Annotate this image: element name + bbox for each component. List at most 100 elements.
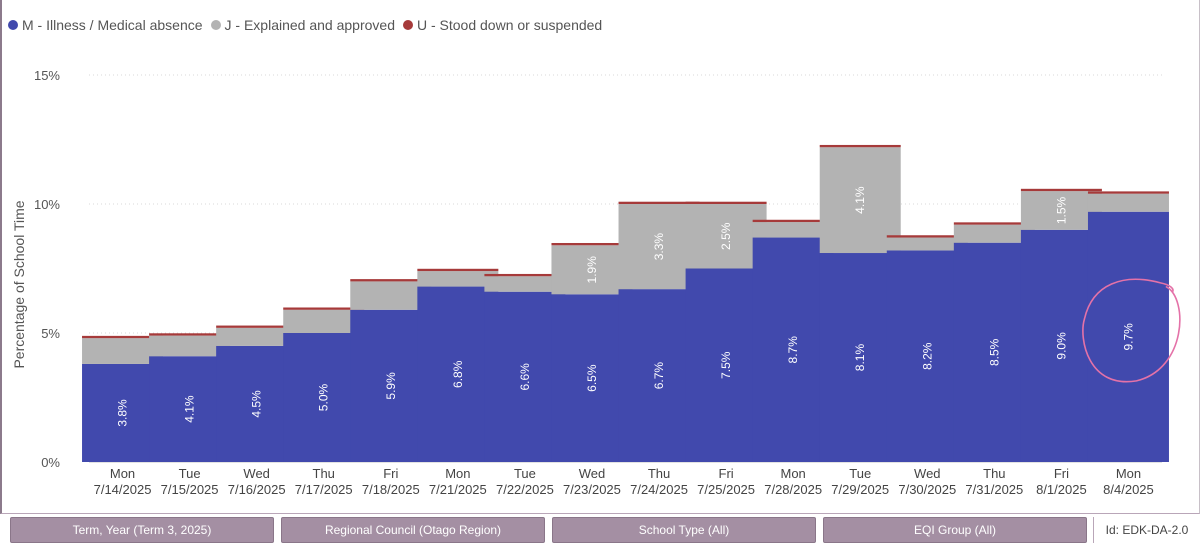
bar-j-10 [752,222,834,238]
x-tick-date-14: 8/1/2025 [1036,482,1087,497]
legend-item-u[interactable]: U - Stood down or suspended [402,17,603,33]
bar-j-6 [484,276,566,292]
data-label-m-12: 8.2% [920,342,934,370]
bar-u-3 [283,307,365,310]
bar-u-7 [551,242,633,246]
data-label-m-6: 6.6% [518,363,532,391]
data-label-m-15: 9.7% [1121,323,1135,351]
x-tick-date-15: 8/4/2025 [1103,482,1154,497]
data-label-m-3: 5.0% [317,383,331,411]
legend-dot-m [8,20,18,30]
x-tick-date-7: 7/23/2025 [563,482,621,497]
x-tick-date-4: 7/18/2025 [362,482,420,497]
x-tick-day-0: Mon [110,466,135,481]
bar-u-9 [685,201,767,204]
data-label-m-4: 5.9% [384,372,398,400]
bar-j-2 [216,327,298,346]
data-label-m-5: 6.8% [451,360,465,388]
x-tick-day-1: Tue [179,466,201,481]
bar-m-15 [1087,211,1169,462]
data-label-m-10: 8.7% [786,336,800,364]
bar-j-3 [283,309,365,333]
x-tick-date-5: 7/21/2025 [429,482,487,497]
x-tick-date-1: 7/15/2025 [161,482,219,497]
y-tick-label-5: 5% [41,326,60,341]
x-tick-day-8: Thu [648,466,670,481]
bar-u-4 [350,279,432,282]
legend-label-j: J - Explained and approved [224,17,395,33]
x-tick-day-12: Wed [914,466,941,481]
x-tick-day-7: Wed [579,466,606,481]
y-axis-title: Percentage of School Time [11,200,27,368]
x-tick-date-2: 7/16/2025 [228,482,286,497]
x-tick-day-5: Mon [445,466,470,481]
filter-school-type-button[interactable]: School Type (All) [552,517,816,543]
x-tick-day-9: Fri [719,466,734,481]
x-tick-date-9: 7/25/2025 [697,482,755,497]
bar-u-12 [886,235,968,238]
bar-u-13 [953,222,1035,225]
bar-u-1 [149,333,231,336]
x-tick-date-11: 7/29/2025 [831,482,889,497]
x-tick-date-13: 7/31/2025 [965,482,1023,497]
x-tick-date-12: 7/30/2025 [898,482,956,497]
bar-u-0 [82,335,164,339]
x-tick-day-4: Fri [383,466,398,481]
report-id: Id: EDK-DA-2.0 [1093,517,1200,543]
bar-u-8 [618,201,700,204]
y-tick-label-0: 0% [41,455,60,470]
data-label-m-0: 3.8% [116,399,130,427]
filter-regional-council-button[interactable]: Regional Council (Otago Region) [281,517,545,543]
bar-u-5 [417,268,499,272]
bar-u-6 [484,273,566,277]
bar-j-1 [149,335,231,357]
legend: M - Illness / Medical absence J - Explai… [8,16,610,34]
x-tick-day-3: Thu [313,466,335,481]
bar-u-2 [216,325,298,328]
filter-term-year-button[interactable]: Term, Year (Term 3, 2025) [10,517,274,543]
data-label-m-2: 4.5% [250,390,264,418]
data-label-j-11: 4.1% [853,186,867,214]
legend-label-u: U - Stood down or suspended [416,17,603,33]
x-tick-date-0: 7/14/2025 [94,482,152,497]
bar-j-13 [953,224,1035,243]
x-tick-date-10: 7/28/2025 [764,482,822,497]
x-tick-day-10: Mon [781,466,806,481]
data-label-j-14: 1.5% [1054,196,1068,224]
data-label-m-14: 9.0% [1054,332,1068,360]
data-label-m-13: 8.5% [987,338,1001,366]
stacked-bar-chart: 0% 5% 10% 15% Percentage of School Time 3.8% M… [11,68,1181,497]
legend-item-j[interactable]: J - Explained and approved [210,17,395,33]
legend-label-m: M - Illness / Medical absence [22,17,203,33]
x-tick-day-14: Fri [1054,466,1069,481]
data-label-m-11: 8.1% [853,344,867,372]
data-label-j-7: 1.9% [585,256,599,284]
data-label-j-8: 3.3% [652,233,666,261]
data-label-j-9: 2.5% [719,222,733,250]
y-tick-label-15: 15% [34,68,60,83]
data-label-m-8: 6.7% [652,362,666,390]
x-tick-day-11: Tue [849,466,871,481]
bar-u-11 [819,144,901,148]
bar-j-12 [886,237,968,251]
bar-u-10 [752,219,834,223]
x-tick-date-6: 7/22/2025 [496,482,554,497]
y-tick-label-10: 10% [34,197,60,212]
bar-j-5 [417,271,499,287]
annotation-circle [1082,278,1181,383]
bar-u-14 [1020,188,1102,192]
x-tick-date-3: 7/17/2025 [295,482,353,497]
legend-dot-j [210,20,221,30]
bar-j-15 [1087,193,1169,212]
legend-dot-u [402,20,413,30]
filter-bar: Term, Year (Term 3, 2025) Regional Counc… [0,514,1200,547]
x-tick-day-13: Thu [983,466,1005,481]
data-label-m-1: 4.1% [183,395,197,423]
legend-item-m[interactable]: M - Illness / Medical absence [8,17,203,33]
x-tick-day-2: Wed [243,466,270,481]
bar-u-15 [1087,191,1169,194]
filter-eqi-group-button[interactable]: EQI Group (All) [823,517,1087,543]
x-tick-date-8: 7/24/2025 [630,482,688,497]
x-tick-day-6: Tue [514,466,536,481]
data-label-m-7: 6.5% [585,364,599,392]
